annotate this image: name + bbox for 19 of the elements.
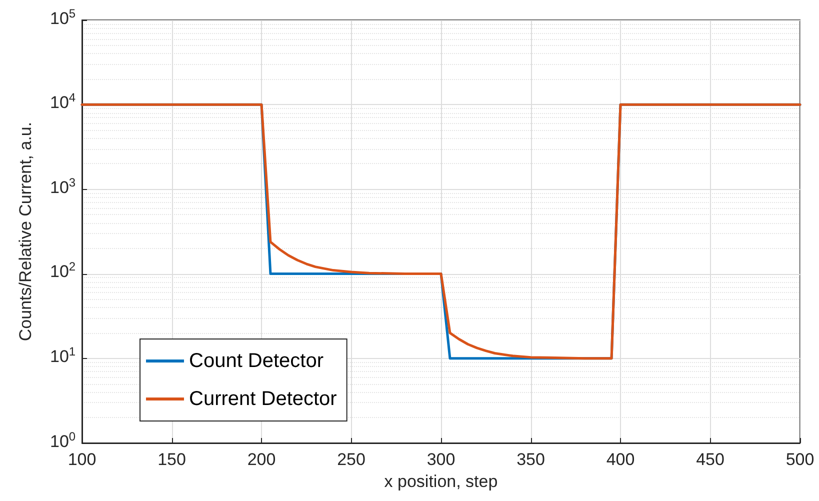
y-tick-label: 10$^{3}$ (50, 175, 76, 197)
x-tick-label: 400 (606, 450, 635, 469)
y-axis-title: Counts/Relative Current, a.u. (16, 122, 35, 342)
x-tick-label: 500 (786, 450, 814, 469)
x-tick-label: 300 (426, 450, 456, 469)
y-tick-label: 10$^{0}$ (50, 428, 76, 450)
x-tick-label: 200 (247, 450, 276, 469)
x-tick-label: 450 (696, 450, 724, 469)
x-axis-title: x position, step (384, 472, 498, 491)
legend-label: Current Detector (189, 388, 338, 410)
x-tick-label: 150 (158, 450, 186, 469)
x-tick-label: 350 (516, 450, 545, 469)
y-tick-label: 10$^{1}$ (50, 344, 76, 366)
y-tick-label: 10$^{5}$ (50, 6, 76, 28)
y-tick-label: 10$^{4}$ (50, 90, 76, 112)
x-tick-label: 250 (337, 450, 366, 469)
x-tick-label: 100 (68, 450, 96, 469)
legend-label: Count Detector (189, 350, 324, 372)
y-tick-label: 10$^{2}$ (50, 260, 76, 282)
